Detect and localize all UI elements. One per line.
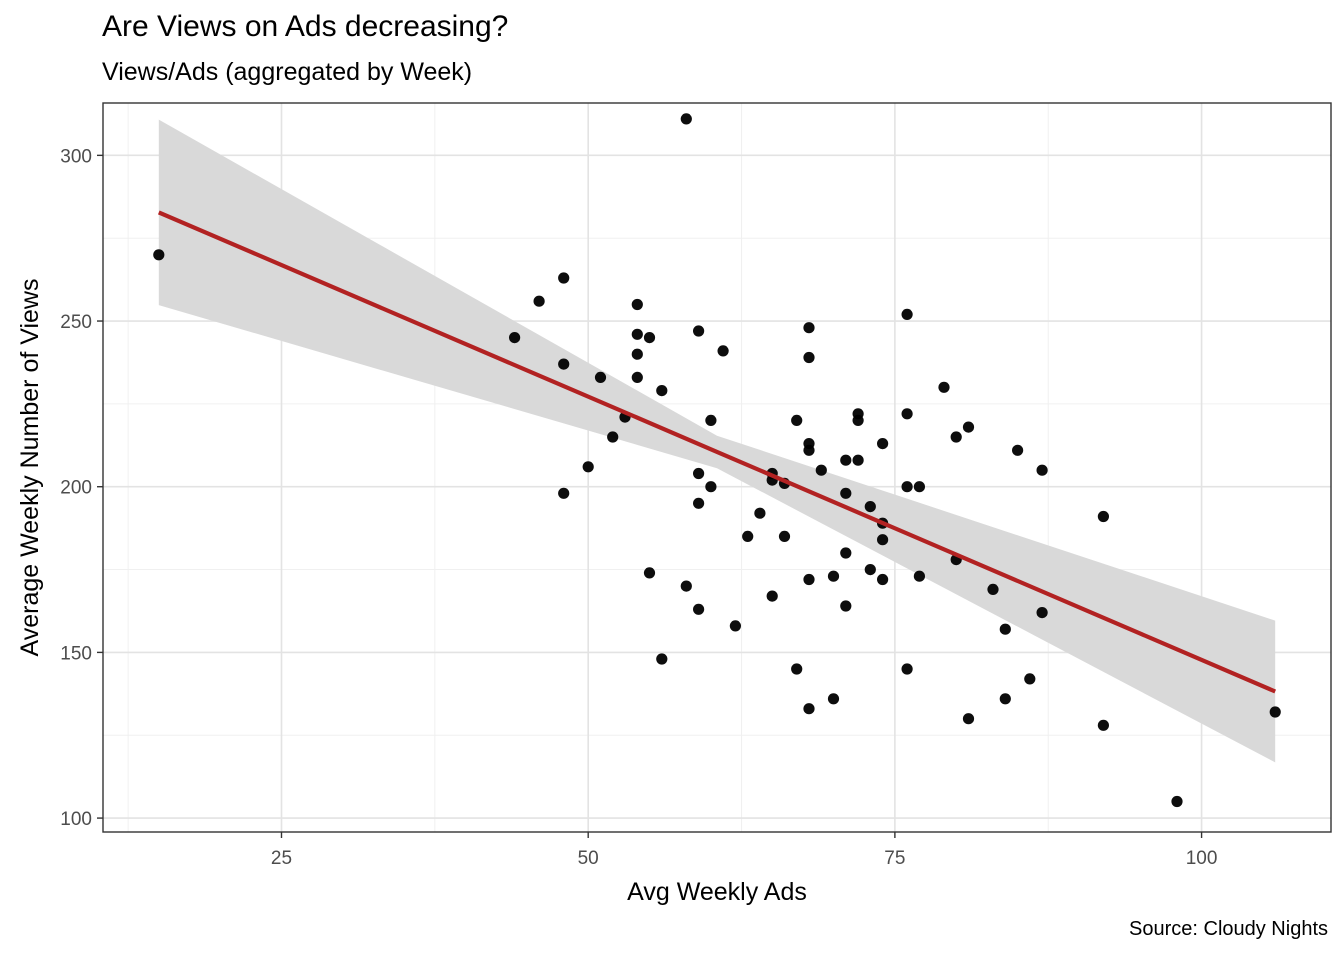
data-point [913, 481, 926, 493]
data-point [693, 467, 705, 480]
data-point [901, 308, 913, 320]
data-point [717, 345, 729, 357]
data-point [594, 371, 607, 383]
data-point [643, 332, 656, 344]
data-point [950, 431, 962, 443]
data-point [754, 507, 766, 519]
data-point [901, 663, 913, 675]
y-tick-label: 150 [60, 643, 92, 664]
data-point [508, 332, 521, 344]
data-point [803, 703, 815, 715]
data-point [1036, 464, 1048, 476]
data-point [1024, 673, 1036, 685]
data-point [631, 371, 643, 383]
data-point [791, 663, 803, 675]
data-point [656, 653, 668, 665]
data-point [877, 573, 889, 586]
x-axis-title: Avg Weekly Ads [627, 878, 807, 906]
data-point [705, 481, 717, 493]
data-point [631, 328, 643, 340]
data-point [827, 693, 840, 705]
data-point [558, 272, 570, 284]
data-point [693, 497, 705, 509]
data-point [803, 444, 815, 456]
data-point [864, 501, 876, 513]
data-point [803, 573, 815, 586]
data-point [153, 249, 165, 261]
fit-line [157, 210, 1277, 694]
chart-caption: Source: Cloudy Nights [1129, 918, 1328, 940]
y-tick-label: 300 [60, 146, 92, 167]
data-point [1269, 706, 1281, 718]
data-point [987, 583, 999, 596]
data-point [680, 580, 692, 592]
data-point [852, 454, 864, 466]
axes: 25 50 75 100 100 150 200 250 300 [60, 146, 1217, 869]
data-point [803, 322, 815, 334]
data-point [729, 620, 742, 632]
x-tick-label: 75 [884, 848, 905, 869]
data-point [680, 113, 692, 125]
data-point [864, 564, 876, 576]
y-tick-label: 250 [60, 312, 92, 333]
data-point [533, 295, 545, 307]
data-point [852, 414, 864, 426]
confidence-ribbon [158, 119, 1276, 763]
data-point [607, 431, 619, 443]
data-point [778, 530, 791, 543]
data-point [742, 530, 754, 543]
data-point [913, 570, 926, 582]
x-tick-label: 25 [271, 848, 292, 869]
data-point [582, 461, 594, 473]
data-point [631, 348, 643, 360]
data-point [962, 713, 975, 725]
data-point [1012, 444, 1024, 456]
x-tick-label: 50 [578, 848, 599, 869]
data-point [938, 381, 950, 393]
data-point [840, 600, 852, 612]
data-point [656, 385, 668, 397]
chart-title: Are Views on Ads decreasing? [102, 10, 509, 43]
data-point [999, 623, 1011, 635]
data-point [1171, 795, 1183, 808]
chart-subtitle: Views/Ads (aggregated by Week) [102, 58, 473, 86]
y-tick-label: 100 [60, 809, 92, 830]
data-point [1097, 719, 1109, 731]
data-point [693, 325, 705, 337]
data-point [877, 534, 889, 546]
data-point [558, 358, 570, 370]
y-tick-label: 200 [60, 478, 92, 499]
data-point [705, 414, 717, 426]
data-point [962, 421, 975, 433]
data-point [840, 487, 852, 499]
x-tick-label: 100 [1186, 848, 1218, 869]
data-point [1097, 510, 1109, 523]
data-point [827, 570, 840, 582]
grid-lines [103, 103, 1331, 832]
data-point [901, 408, 913, 420]
data-point [815, 464, 827, 476]
data-point [643, 567, 656, 579]
data-point [840, 547, 852, 559]
data-point [558, 487, 570, 499]
panel-border [102, 102, 1332, 833]
data-point [877, 438, 889, 450]
data-point [791, 414, 803, 426]
data-point [999, 693, 1011, 705]
data-point [803, 351, 815, 364]
data-point [901, 481, 913, 493]
y-axis-title: Average Weekly Number of Views [16, 279, 44, 657]
data-point [840, 454, 852, 466]
data-point [693, 603, 705, 615]
data-point [1036, 607, 1048, 619]
data-point [631, 298, 643, 311]
data-point [766, 590, 778, 602]
